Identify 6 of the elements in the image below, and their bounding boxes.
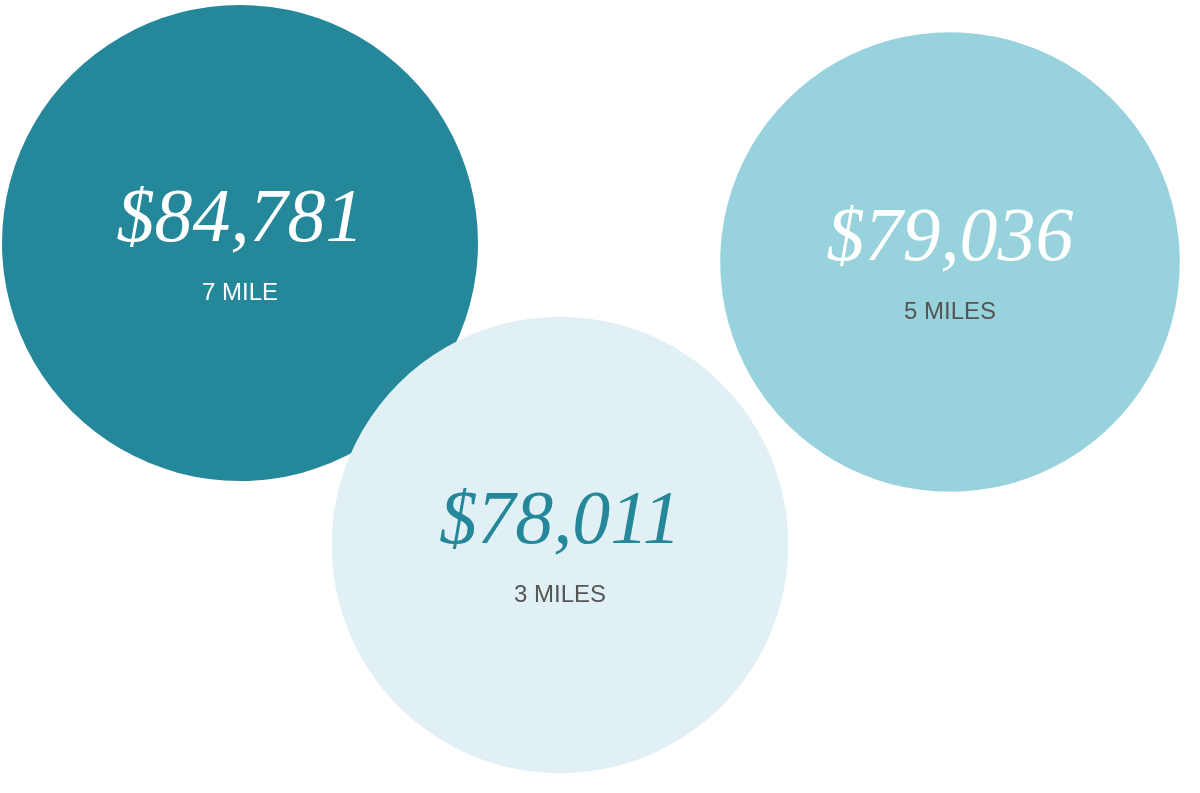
data-label: $79,036	[826, 192, 1074, 276]
category-label: 3 MILES	[513, 579, 607, 607]
category-label: 5 MILES	[903, 296, 997, 324]
category-label: 7 MILE	[201, 277, 279, 305]
data-label: $78,011	[439, 475, 681, 559]
data-label: $84,781	[116, 173, 364, 257]
